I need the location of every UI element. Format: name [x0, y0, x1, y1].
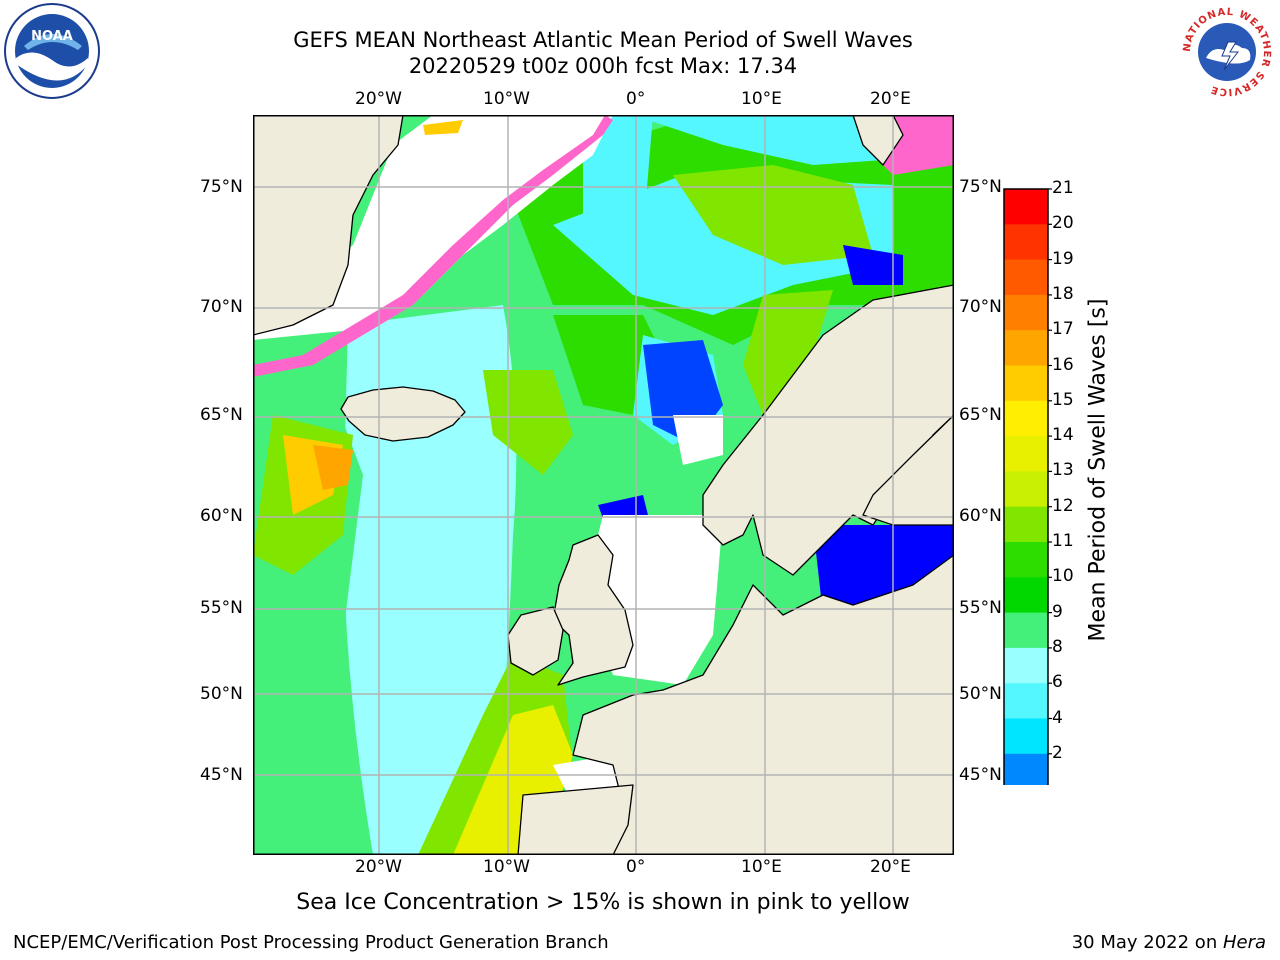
colorbar-segment	[1004, 506, 1048, 543]
lon-label-bottom: 10°W	[483, 857, 530, 877]
colorbar-tick-label: 19	[1052, 248, 1074, 269]
lon-label-top: 10°E	[741, 89, 782, 109]
graticule	[253, 115, 954, 855]
lon-label-bottom: 10°E	[741, 857, 782, 877]
finland-russia	[862, 414, 954, 526]
colorbar-tick-label: 9	[1052, 601, 1063, 622]
iberia	[517, 784, 634, 855]
colorbar-tick-label: 13	[1052, 460, 1074, 481]
greenland	[253, 115, 404, 336]
colorbar-segment	[1004, 330, 1048, 366]
sea-ice-note: Sea Ice Concentration > 15% is shown in …	[296, 890, 910, 915]
lat-label-left: 75°N	[200, 177, 243, 197]
colorbar-tick-label: 21	[1052, 178, 1074, 198]
swell-period-map	[253, 115, 954, 855]
colorbar-segment	[1004, 542, 1048, 578]
colorbar-tick-label: 18	[1052, 283, 1074, 304]
colorbar-tick-label: 15	[1052, 389, 1074, 410]
colorbar-segment	[1004, 612, 1048, 649]
nws-logo: NATIONAL WEATHER SERVICE	[1179, 4, 1275, 100]
colorbar-tick-label: 6	[1052, 672, 1063, 693]
colorbar-segment	[1004, 365, 1048, 402]
iceland	[340, 386, 466, 442]
lat-label-right: 65°N	[959, 405, 1002, 425]
lat-label-left: 65°N	[200, 405, 243, 425]
lon-label-top: 20°W	[355, 89, 402, 109]
lon-label-bottom: 20°W	[355, 857, 402, 877]
credit-line: NCEP/EMC/Verification Post Processing Pr…	[13, 932, 609, 953]
lon-label-top: 0°	[626, 89, 646, 109]
lat-label-right: 75°N	[959, 177, 1002, 197]
colorbar-segment	[1004, 436, 1048, 472]
noaa-logo: NOAA	[4, 3, 100, 99]
landmass	[253, 115, 954, 855]
colorbar	[1003, 188, 1052, 785]
noaa-logo-text: NOAA	[31, 29, 73, 44]
colorbar-tick-label: 16	[1052, 354, 1074, 375]
colorbar-tick-label: 10	[1052, 566, 1074, 587]
great-britain	[552, 534, 634, 686]
map-subtitle: 20220529 t00z 000h fcst Max: 17.34	[408, 54, 798, 78]
colorbar-tick-label: 12	[1052, 495, 1074, 516]
lat-label-left: 70°N	[200, 297, 243, 317]
colorbar-segment	[1004, 294, 1048, 331]
colorbar-segment	[1004, 647, 1048, 684]
lon-label-top: 20°E	[870, 89, 911, 109]
lon-label-bottom: 20°E	[870, 857, 911, 877]
lat-label-right: 55°N	[959, 598, 1002, 618]
colorbar-segment	[1004, 718, 1048, 755]
lat-label-left: 55°N	[200, 598, 243, 618]
date-line: 30 May 2022 on Hera	[1072, 932, 1266, 953]
colorbar-segment	[1004, 400, 1048, 437]
lat-label-right: 60°N	[959, 506, 1002, 526]
lat-label-right: 70°N	[959, 297, 1002, 317]
colorbar-tick-label: 11	[1052, 531, 1074, 551]
colorbar-tick-label: 4	[1052, 707, 1063, 728]
lon-label-bottom: 0°	[626, 857, 646, 877]
colorbar-tick-label: 14	[1052, 425, 1074, 446]
colorbar-segment	[1004, 259, 1048, 296]
lat-label-left: 50°N	[200, 684, 243, 704]
lon-label-top: 10°W	[483, 89, 530, 109]
colorbar-tick-label: 17	[1052, 319, 1074, 340]
colorbar-segment	[1004, 471, 1048, 508]
colorbar-tick-label: 20	[1052, 213, 1074, 234]
lat-label-left: 60°N	[200, 506, 243, 526]
colorbar-tick-label: 2	[1052, 742, 1063, 763]
lat-label-right: 50°N	[959, 684, 1002, 704]
map-title: GEFS MEAN Northeast Atlantic Mean Period…	[293, 28, 913, 52]
lat-label-left: 45°N	[200, 765, 243, 785]
lat-label-right: 45°N	[959, 765, 1002, 785]
host-name: Hera	[1222, 932, 1266, 953]
colorbar-segment	[1004, 577, 1048, 614]
colorbar-tick-label: 8	[1052, 636, 1063, 657]
colorbar-segment	[1004, 224, 1048, 261]
colorbar-segment	[1004, 189, 1048, 225]
date-text: 30 May 2022 on	[1071, 932, 1223, 953]
swell-field	[253, 115, 954, 855]
colorbar-segment	[1004, 753, 1048, 785]
colorbar-title: Mean Period of Swell Waves [s]	[1085, 298, 1111, 642]
colorbar-segment	[1004, 683, 1048, 719]
